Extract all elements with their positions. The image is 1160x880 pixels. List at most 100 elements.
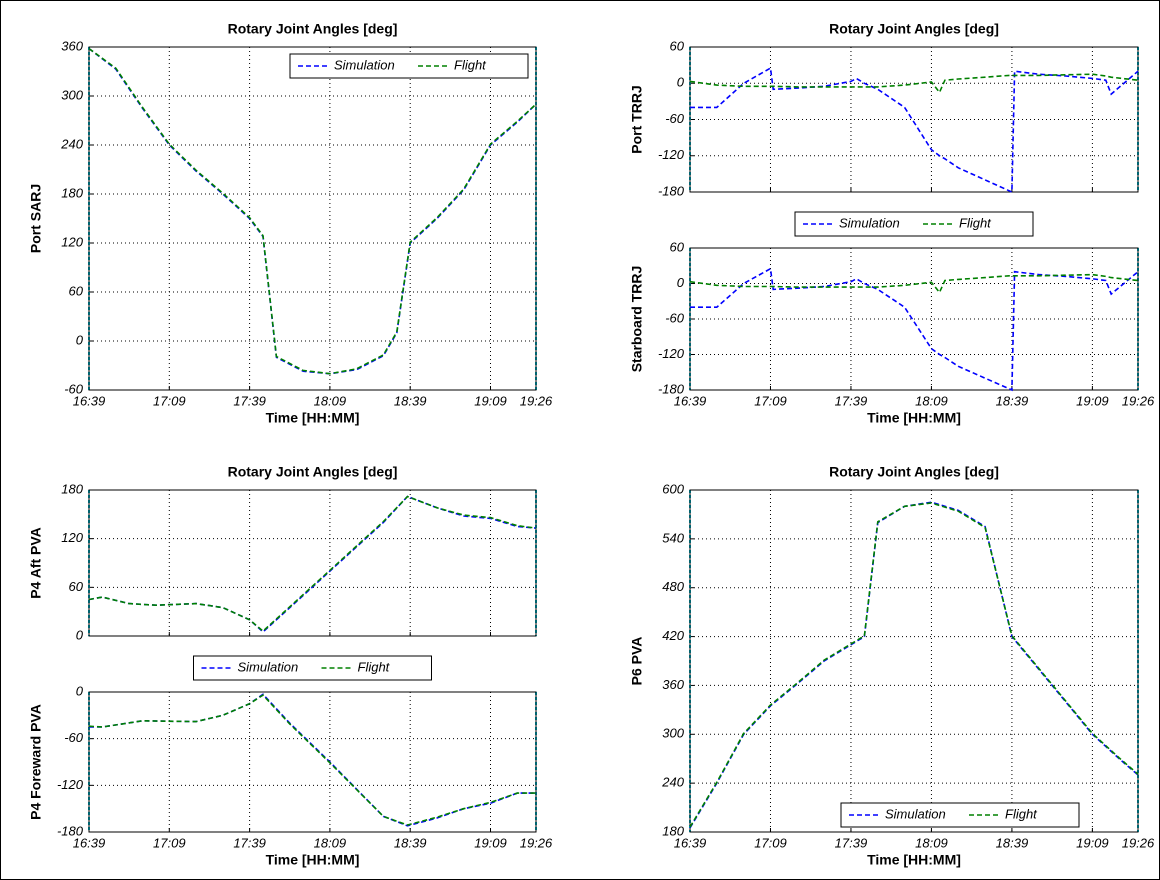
plot-area	[89, 490, 536, 636]
plot-frame	[689, 247, 1139, 391]
x-tick-label: 19:26	[520, 835, 553, 850]
y-axis-label: P6 PVA	[629, 637, 645, 686]
chart-title: Rotary Joint Angles [deg]	[228, 464, 398, 480]
plot-frame	[88, 46, 537, 391]
y-tick-label: -180	[57, 823, 84, 838]
x-tick-label: 19:26	[520, 393, 553, 408]
chart-title: Rotary Joint Angles [deg]	[228, 21, 398, 37]
y-tick-label: 180	[61, 185, 83, 200]
legend-box	[289, 53, 529, 79]
y-tick-label: 240	[60, 136, 83, 151]
chart-title: Rotary Joint Angles [deg]	[829, 21, 999, 37]
legend: Simulation Flight	[193, 655, 432, 681]
legend: Simulation Flight	[794, 211, 1034, 237]
y-tick-label: -120	[658, 346, 685, 361]
plot-area	[89, 47, 536, 390]
y-axis-label: Port SARJ	[28, 184, 44, 253]
x-tick-label: 17:39	[233, 393, 266, 408]
y-tick-label: 540	[662, 530, 684, 545]
series-line	[88, 47, 537, 375]
y-tick-label: 360	[61, 38, 83, 53]
x-tick-label: 16:39	[674, 393, 707, 408]
x-tick-label: 18:39	[394, 835, 427, 850]
x-tick-label: 19:26	[1122, 835, 1155, 850]
y-tick-label: -60	[665, 310, 685, 325]
y-tick-label: 300	[61, 87, 83, 102]
x-tick-label: 18:39	[394, 393, 427, 408]
y-tick-label: 600	[662, 481, 684, 496]
series-line	[88, 694, 536, 826]
y-tick-label: 180	[662, 823, 684, 838]
y-tick-label: 60	[670, 38, 685, 53]
y-tick-label: 0	[76, 627, 84, 642]
series-line	[88, 495, 537, 633]
plot-frame	[689, 489, 1139, 833]
x-tick-label: 16:39	[674, 835, 707, 850]
y-tick-label: 420	[662, 628, 684, 643]
series-line	[689, 502, 1139, 828]
x-tick-label: 19:26	[1122, 393, 1155, 408]
legend-label: Simulation	[839, 215, 900, 230]
y-tick-label: -120	[658, 147, 685, 162]
x-tick-label: 18:39	[996, 835, 1029, 850]
x-tick-label: 16:39	[73, 393, 106, 408]
y-axis-label: Port TRRJ	[629, 85, 645, 153]
y-tick-label: -120	[57, 777, 84, 792]
x-tick-label: 19:09	[1076, 835, 1109, 850]
x-tick-label: 18:39	[996, 393, 1029, 408]
plot-frame	[88, 489, 537, 637]
series-line	[689, 73, 1139, 94]
legend-label: Simulation	[238, 659, 299, 674]
y-tick-label: -180	[658, 381, 685, 396]
x-tick-label: 18:09	[314, 393, 347, 408]
y-tick-label: 120	[61, 530, 83, 545]
y-tick-label: -60	[64, 730, 84, 745]
y-tick-label: 60	[69, 283, 84, 298]
legend-label: Flight	[454, 57, 487, 72]
x-tick-label: 17:09	[153, 393, 186, 408]
x-tick-label: 17:39	[835, 835, 868, 850]
plot-area	[89, 692, 536, 832]
y-tick-label: -60	[665, 111, 685, 126]
y-tick-label: 0	[76, 683, 84, 698]
plot-frame	[689, 46, 1139, 193]
y-tick-label: 360	[662, 677, 684, 692]
plot-area	[690, 490, 1138, 832]
x-axis-label: Time [HH:MM]	[867, 410, 961, 426]
x-tick-label: 19:09	[474, 835, 507, 850]
x-tick-label: 17:39	[233, 835, 266, 850]
legend-label: Flight	[1005, 806, 1038, 821]
legend-label: Flight	[358, 659, 391, 674]
x-axis-label: Time [HH:MM]	[867, 852, 961, 868]
y-tick-label: 480	[662, 579, 684, 594]
series-line	[689, 273, 1139, 294]
x-tick-label: 18:09	[314, 835, 347, 850]
x-tick-label: 18:09	[915, 835, 948, 850]
x-tick-label: 17:09	[754, 835, 787, 850]
y-tick-label: -60	[64, 381, 84, 396]
y-tick-label: 120	[61, 234, 83, 249]
y-tick-label: 240	[661, 775, 684, 790]
y-tick-label: 0	[677, 275, 685, 290]
series-line	[690, 267, 1139, 392]
y-tick-label: 60	[670, 239, 685, 254]
x-tick-label: 17:09	[153, 835, 186, 850]
y-tick-label: 0	[76, 332, 84, 347]
legend-label: Simulation	[334, 57, 395, 72]
chart-title: Rotary Joint Angles [deg]	[829, 464, 999, 480]
x-tick-label: 19:09	[1076, 393, 1109, 408]
y-axis-label: P4 Foreward PVA	[28, 704, 44, 820]
legend-label: Simulation	[885, 806, 946, 821]
legend-box	[840, 802, 1080, 828]
y-axis-label: Starboard TRRJ	[629, 266, 645, 373]
legend: Simulation Flight	[289, 53, 529, 79]
legend-box	[794, 211, 1034, 237]
y-tick-label: 0	[677, 75, 685, 90]
x-tick-label: 18:09	[915, 393, 948, 408]
x-axis-label: Time [HH:MM]	[266, 410, 360, 426]
y-tick-label: 180	[61, 481, 83, 496]
y-tick-label: 60	[69, 579, 84, 594]
x-tick-label: 19:09	[474, 393, 507, 408]
x-tick-label: 17:09	[754, 393, 787, 408]
